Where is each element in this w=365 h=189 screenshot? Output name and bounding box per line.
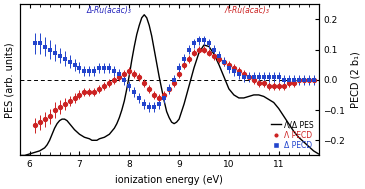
Legend: Λ/Δ PES, Λ PECD, Δ PECD: Λ/Δ PES, Λ PECD, Δ PECD: [270, 119, 315, 152]
Y-axis label: PES (arb. units): PES (arb. units): [4, 42, 14, 118]
Text: Λ-Ru(acac)₃: Λ-Ru(acac)₃: [224, 6, 269, 15]
Text: Δ-Ru(acac)₃: Δ-Ru(acac)₃: [87, 6, 132, 15]
X-axis label: ionization energy (eV): ionization energy (eV): [115, 175, 223, 185]
Y-axis label: PECD (2 b₁): PECD (2 b₁): [351, 51, 361, 108]
